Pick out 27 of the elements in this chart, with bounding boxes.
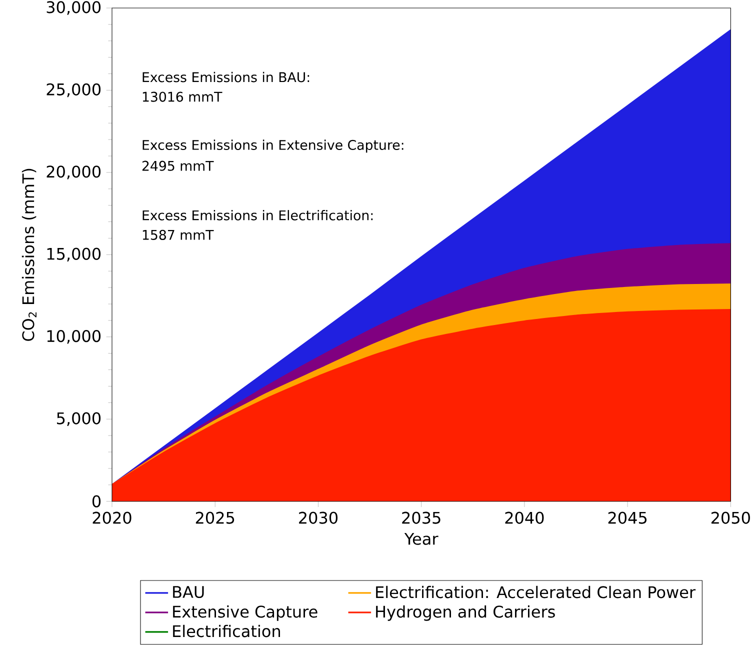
y-tick-label: 30,000 <box>46 0 101 15</box>
y-tick-label: 15,000 <box>47 248 101 262</box>
y-tick-label: 5,000 <box>57 412 101 426</box>
legend-label: BAU <box>173 586 204 598</box>
legend-label: Extensive Capture <box>173 605 318 621</box>
x-tick-label: 2025 <box>196 512 234 524</box>
x-tick-label: 2035 <box>402 512 440 524</box>
legend-label: Electrification: Accelerated Clean Power <box>376 586 696 598</box>
y-tick-label: 25,000 <box>46 83 101 97</box>
x-tick-label: 2050 <box>711 512 750 524</box>
y-tick-label: 0 <box>92 495 101 508</box>
x-tick-label: 2020 <box>92 512 132 524</box>
annotation: 2495 mmT <box>142 160 214 171</box>
annotation: 1587 mmT <box>142 230 214 240</box>
x-tick-label: 2045 <box>608 512 647 524</box>
y-axis-title: CO$_{2}$ Emissions (mmT) <box>22 168 36 341</box>
x-axis-title: Year <box>404 532 438 545</box>
y-tick-label: 10,000 <box>47 330 101 344</box>
annotation: Excess Emissions in Electrification: <box>142 210 373 220</box>
y-tick-label: 20,000 <box>46 165 101 180</box>
annotation: Excess Emissions in BAU: <box>142 72 310 82</box>
legend-label: Hydrogen and Carriers <box>376 605 555 621</box>
annotation: 13016 mmT <box>142 92 222 102</box>
x-tick-label: 2040 <box>505 512 544 524</box>
annotation: Excess Emissions in Extensive Capture: <box>142 140 404 152</box>
x-tick-label: 2030 <box>299 512 338 524</box>
legend-label: Electrification <box>173 624 280 638</box>
